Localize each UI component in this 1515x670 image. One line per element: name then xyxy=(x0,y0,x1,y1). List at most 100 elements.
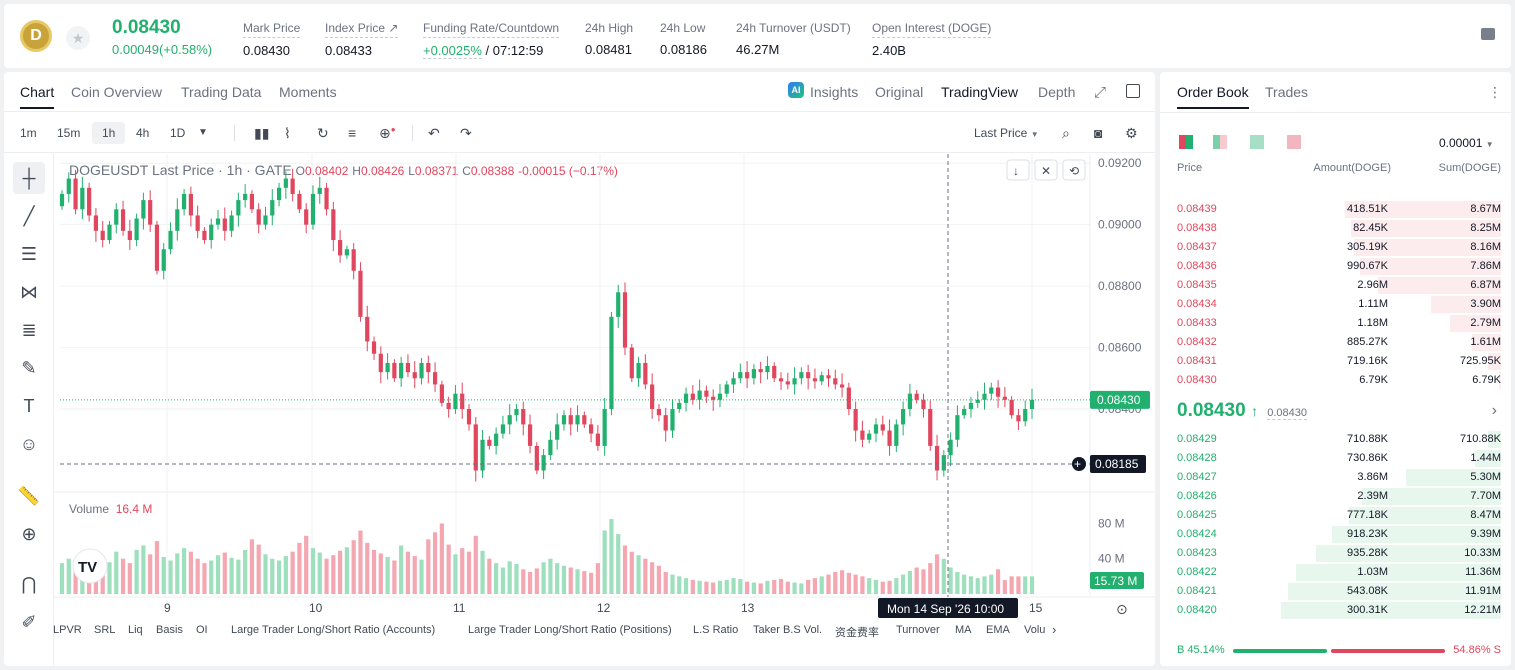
ask-price: 0.08431 xyxy=(1177,355,1217,367)
chevron-right-icon[interactable]: › xyxy=(1491,402,1497,419)
indicator-turnover[interactable]: Turnover xyxy=(896,624,940,636)
tab-order-book[interactable]: Order Book xyxy=(1177,84,1249,109)
horizontal-lines-tool-icon[interactable]: ☰ xyxy=(20,243,38,264)
indicator-srl[interactable]: SRL xyxy=(94,624,116,636)
undo-icon[interactable]: ↶ xyxy=(428,125,440,141)
tab-moments[interactable]: Moments xyxy=(279,84,337,100)
ask-row[interactable]: 0.08434 1.11M 3.90M xyxy=(1160,295,1511,314)
precision-select[interactable]: 0.00001 ▼ xyxy=(1439,136,1494,150)
indicator-oi[interactable]: OI xyxy=(196,624,208,636)
more-options-icon[interactable]: ⋮ xyxy=(1488,84,1502,100)
crosshair-tool-icon[interactable]: ┼ xyxy=(13,162,45,194)
candle-body xyxy=(466,409,472,425)
indicator-volume[interactable]: Volu xyxy=(1024,624,1046,636)
tab-trading-data[interactable]: Trading Data xyxy=(181,84,262,100)
indicator-ls-ratio[interactable]: L.S Ratio xyxy=(693,624,739,636)
depth-button[interactable]: Depth xyxy=(1038,84,1076,100)
candle-body xyxy=(59,193,65,207)
tab-trades[interactable]: Trades xyxy=(1265,84,1309,100)
ask-amount: 2.96M xyxy=(1357,279,1388,291)
tab-coin-overview[interactable]: Coin Overview xyxy=(71,84,163,100)
candle-type-icon[interactable]: ▮▮ xyxy=(254,125,270,141)
search-icon[interactable]: ⌕ xyxy=(1062,125,1070,141)
view-both-icon[interactable] xyxy=(1179,135,1193,149)
bid-row[interactable]: 0.08427 3.86M 5.30M xyxy=(1160,468,1511,487)
stat-index-price[interactable]: Index Price ↗ 0.08433 xyxy=(325,21,399,58)
expand-icon[interactable]: ⤢ xyxy=(1094,84,1107,101)
ask-row[interactable]: 0.08435 2.96M 6.87M xyxy=(1160,276,1511,295)
legend-high: 0.08426 xyxy=(360,164,405,178)
indicator-basis[interactable]: Basis xyxy=(156,624,183,636)
brush-tool-icon[interactable]: ✎ xyxy=(21,357,37,378)
indicator-ma[interactable]: MA xyxy=(955,624,972,636)
timeframe-1h[interactable]: 1h xyxy=(92,122,126,144)
ask-row[interactable]: 0.08439 418.51K 8.67M xyxy=(1160,200,1511,219)
candle-body xyxy=(188,193,193,216)
indicator-taker-vol[interactable]: Taker B.S Vol. xyxy=(753,624,823,636)
volume-bar xyxy=(934,554,940,594)
indicator-trader-accounts[interactable]: Large Trader Long/Short Ratio (Accounts) xyxy=(231,624,436,636)
compare-icon[interactable]: ↻ xyxy=(317,125,329,141)
indicators-icon[interactable]: ⌇ xyxy=(284,125,291,141)
ask-row[interactable]: 0.08437 305.19K 8.16M xyxy=(1160,238,1511,257)
insights-button[interactable]: Insights xyxy=(810,84,859,100)
view-bids-asks-icon[interactable] xyxy=(1213,135,1227,149)
volume-bar xyxy=(697,580,702,594)
ask-row[interactable]: 0.08431 719.16K 725.95K xyxy=(1160,352,1511,371)
ask-row[interactable]: 0.08433 1.18M 2.79M xyxy=(1160,314,1511,333)
emoji-tool-icon[interactable]: ☺ xyxy=(19,433,39,454)
timeframe-15m[interactable]: 15m xyxy=(57,126,81,140)
tradingview-button[interactable]: TradingView xyxy=(941,84,1019,100)
indicator-lpvr[interactable]: LPVR xyxy=(53,624,82,636)
indicator-ema[interactable]: EMA xyxy=(986,624,1010,636)
pattern-tool-icon[interactable]: ⋈ xyxy=(20,281,38,302)
ask-row[interactable]: 0.08438 82.45K 8.25M xyxy=(1160,219,1511,238)
ask-row[interactable]: 0.08436 990.67K 7.86M xyxy=(1160,257,1511,276)
redo-icon[interactable]: ↷ xyxy=(460,125,472,141)
lock-drawing-icon[interactable]: ✐ xyxy=(21,611,37,632)
trend-line-tool-icon[interactable]: ╱ xyxy=(23,205,35,226)
ask-row[interactable]: 0.08432 885.27K 1.61M xyxy=(1160,333,1511,352)
scroll-right-icon[interactable]: › xyxy=(1052,622,1057,637)
view-bids-icon[interactable] xyxy=(1250,135,1264,149)
bid-row[interactable]: 0.08421 543.08K 11.91M xyxy=(1160,582,1511,601)
timeframe-1d[interactable]: 1D xyxy=(170,126,186,140)
timeframe-1m[interactable]: 1m xyxy=(20,126,37,140)
candle-body xyxy=(602,409,607,446)
volume-bar xyxy=(650,562,655,594)
notebook-icon[interactable] xyxy=(1481,28,1495,40)
favorite-star-icon[interactable]: ★ xyxy=(66,26,90,50)
original-view-button[interactable]: Original xyxy=(875,84,924,100)
camera-icon[interactable]: ◙ xyxy=(1094,125,1103,141)
timeframe-dropdown-icon[interactable]: ▼ xyxy=(198,127,208,138)
bid-row[interactable]: 0.08425 777.18K 8.47M xyxy=(1160,506,1511,525)
text-tool-icon[interactable]: T xyxy=(23,395,35,416)
indicator-funding[interactable]: 资金费率 xyxy=(835,627,879,639)
indicator-liq[interactable]: Liq xyxy=(128,624,143,636)
bid-row[interactable]: 0.08423 935.28K 10.33M xyxy=(1160,544,1511,563)
tab-chart[interactable]: Chart xyxy=(20,84,55,109)
zoom-tool-icon[interactable]: ⊕ xyxy=(21,523,37,544)
bid-row[interactable]: 0.08426 2.39M 7.70M xyxy=(1160,487,1511,506)
fib-tool-icon[interactable]: ≣ xyxy=(21,319,37,340)
view-asks-icon[interactable] xyxy=(1287,135,1301,149)
bid-row[interactable]: 0.08424 918.23K 9.39M xyxy=(1160,525,1511,544)
volume-bar xyxy=(73,567,78,594)
price-type-select[interactable]: Last Price ▼ xyxy=(974,126,1039,140)
templates-icon[interactable]: ≡ xyxy=(348,125,357,141)
ai-insights-icon[interactable]: AI xyxy=(788,82,804,98)
magnet-tool-icon[interactable]: ⋂ xyxy=(21,573,37,594)
bid-row[interactable]: 0.08422 1.03M 11.36M xyxy=(1160,563,1511,582)
ruler-tool-icon[interactable]: 📏 xyxy=(17,485,41,506)
ask-row[interactable]: 0.08430 6.79K 6.79K xyxy=(1160,371,1511,390)
bid-row[interactable]: 0.08429 710.88K 710.88K xyxy=(1160,430,1511,449)
settings-gear-icon[interactable]: ⚙ xyxy=(1125,125,1138,141)
add-indicator-icon[interactable]: ⊕● xyxy=(379,125,396,141)
indicator-trader-positions[interactable]: Large Trader Long/Short Ratio (Positions… xyxy=(468,624,672,636)
bid-row[interactable]: 0.08420 300.31K 12.21M xyxy=(1160,601,1511,620)
window-icon[interactable] xyxy=(1126,84,1140,98)
bid-row[interactable]: 0.08428 730.86K 1.44M xyxy=(1160,449,1511,468)
timeframe-4h[interactable]: 4h xyxy=(136,126,150,140)
candle-body xyxy=(317,187,322,194)
candle-body xyxy=(717,393,723,400)
